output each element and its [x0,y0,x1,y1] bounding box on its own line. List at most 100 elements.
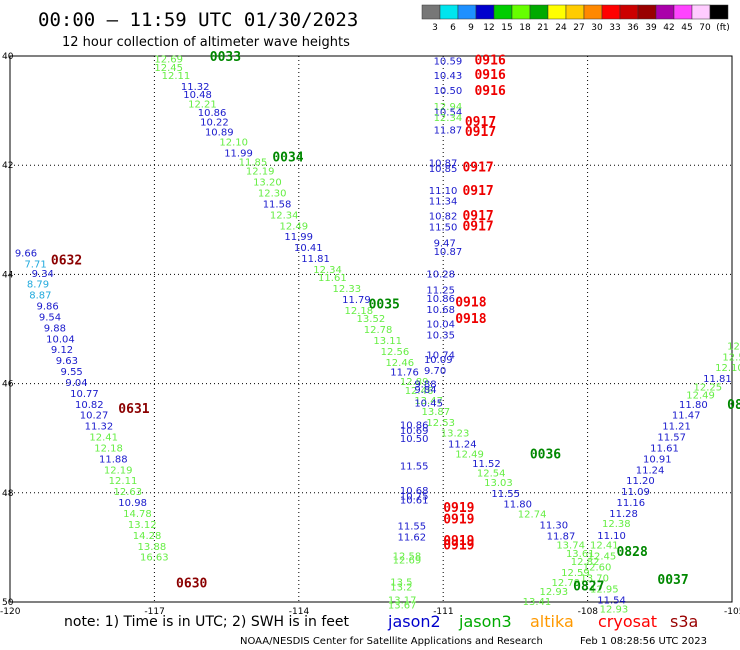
wave-height-label: 11.55 [400,462,429,473]
pass-time-label: 0918 [455,296,486,311]
wave-height-label: 12.56 [381,347,410,358]
colorbar-tick-label: 15 [501,23,512,33]
y-axis-ticks: 40 42 44 46 48 50 [2,52,14,608]
colorbar-swatch [547,4,567,20]
colorbar-tick-label: 21 [537,23,548,33]
wave-height-label: 10.41 [294,243,323,254]
wave-height-label: 12.79 [552,578,581,589]
wave-height-label: 11.21 [662,422,691,433]
colorbar-tick-label: 27 [573,23,584,33]
pass-time-label: 0630 [176,576,207,591]
wave-height-label: 12.94 [434,102,463,113]
colorbar-tick-label: 6 [450,23,456,33]
pass-time-label: 0632 [51,254,82,269]
y-tick-label: 42 [2,161,13,171]
wave-height-label: 11.81 [703,374,732,385]
wave-height-label: 11.30 [539,520,568,531]
pass-time-label: 0827 [573,580,604,595]
wave-height-label: 12.63 [113,487,142,498]
wave-height-label: 12.49 [280,221,309,232]
colorbar-tick-label: 12 [483,23,494,33]
chart-subtitle: 12 hour collection of altimeter wave hei… [62,35,350,50]
x-tick-label: -105 [724,607,740,617]
pass-time-label: 0916 [474,68,505,83]
pass-time-label: 0919 [443,534,474,549]
wave-height-label: 9.70 [424,366,446,377]
x-tick-label: -114 [289,607,310,617]
wave-height-label: 13.67 [388,601,417,612]
wave-height-label: 8.79 [27,280,49,291]
y-tick-label: 44 [2,270,14,280]
wave-height-label: 12.46 [385,358,414,369]
x-tick-label: -117 [144,607,164,617]
wave-height-label: 12.11 [109,476,138,487]
colorbar-swatch [655,4,675,20]
wave-height-label: 11.50 [429,222,458,233]
wave-height-label: 11.54 [597,595,626,606]
pass-time-label: 0917 [462,184,493,199]
wave-height-label: 12.38 [602,519,631,530]
wave-height-label: 12.58 [393,552,422,563]
wave-height-label: 10.86 [400,421,429,432]
wave-height-label: 12.46 [405,386,434,397]
wave-height-label: 13.5 [390,577,412,588]
wave-height-label: 9.66 [15,249,37,260]
wave-height-label: 10.68 [400,486,429,497]
wave-height-label: 9.63 [56,356,78,367]
wave-height-label: 12.95 [590,584,619,595]
wave-height-label: 9.86 [36,302,58,313]
wave-height-label: 11.34 [429,197,458,208]
wave-height-label: 9.54 [39,312,61,323]
credit-text: NOAA/NESDIS Center for Satellite Applica… [240,636,543,647]
wave-height-label: 12.34 [434,113,463,124]
wave-height-label: 10.28 [426,269,455,280]
wave-height-label: 11.61 [650,443,679,454]
colorbar-swatch [493,4,513,20]
colorbar-swatch [457,4,477,20]
colorbar-swatch [529,4,549,20]
wave-height-label: 13.23 [441,429,470,440]
wave-height-label: 10.43 [434,71,463,82]
wave-height-label: 11.88 [99,454,128,465]
wave-height-label: 12.34 [313,265,342,276]
wave-height-label: 9.88 [414,380,436,391]
wave-height-label: 12.18 [94,443,123,454]
colorbar-tick-label: 33 [609,23,620,33]
pass-time-label: 0917 [465,125,496,140]
wave-height-label: 11.76 [390,368,419,379]
wave-height-label: 12.54 [477,469,506,480]
wave-height-label: 11.81 [301,254,330,265]
wave-height-label: 11.87 [434,126,463,137]
pass-time-label: 0917 [462,160,493,175]
wave-height-label: 11.80 [679,400,708,411]
wave-height-label: 11.99 [284,232,313,243]
wave-height-label: 11.28 [609,509,638,520]
wave-height-label: 11.24 [448,440,477,451]
pass-time-label: 0919 [443,501,474,516]
wave-height-label: 12.11 [162,71,191,82]
chart-title: 00:00 – 11:59 UTC 01/30/2023 [38,9,358,31]
wave-height-label: 11.20 [626,476,655,487]
wave-height-label: 11.47 [672,411,701,422]
pass-time-label: 0916 [474,84,505,99]
wave-height-label: 9.84 [414,385,436,396]
mission-legend-jason2: jason2 [387,612,441,631]
mission-legend-cryosat: cryosat [598,612,657,631]
wave-height-label: 14.28 [133,531,162,542]
wave-height-label: 11.79 [342,295,371,306]
wave-height-label: 11.55 [491,489,520,500]
wave-height-label: 12.49 [686,391,715,402]
wave-height-label: 11.10 [597,531,626,542]
wave-height-label: 10.86 [426,294,455,305]
colorbar-swatch [511,4,531,20]
wave-height-label: 10.87 [434,247,463,258]
wave-height-label: 11.85 [239,157,268,168]
wave-height-label: 13.11 [373,336,402,347]
wave-height-label: 13.88 [138,542,167,553]
y-tick-label: 50 [2,598,14,608]
pass-time-labels: 0033 0034 0035 0036 0827 0828 0037 0829 0632 0631… [51,50,740,595]
x-tick-label: -111 [433,607,453,617]
x-tick-label: -108 [578,607,599,617]
wave-height-label: 13.41 [523,597,552,608]
wave-height-label: 9.47 [434,239,456,250]
